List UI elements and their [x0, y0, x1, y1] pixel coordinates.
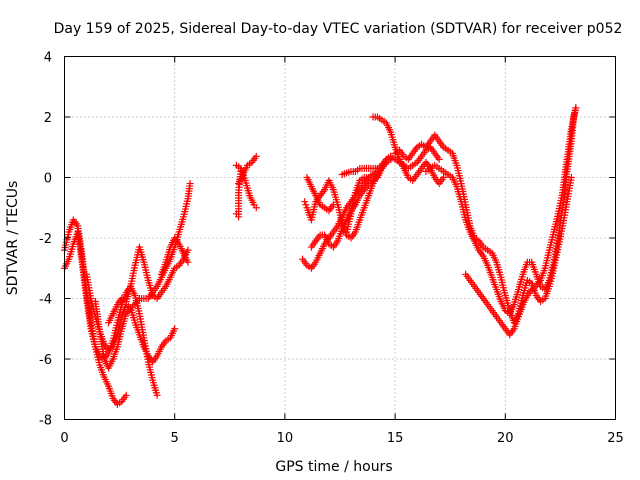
y-tick-label: -4	[39, 293, 52, 308]
data-point	[435, 155, 443, 163]
y-tick-label: -6	[39, 353, 52, 368]
y-tick-label: 0	[44, 172, 52, 187]
data-point	[184, 246, 192, 254]
x-tick-labels: 0 5 10 15 20 25	[60, 431, 623, 446]
chart-title: Day 159 of 2025, Sidereal Day-to-day VTE…	[54, 21, 623, 37]
x-tick-label: 10	[277, 431, 294, 446]
data-point	[301, 198, 309, 206]
y-tick-labels: -8 -6 -4 -2 0 2 4	[39, 51, 52, 429]
data-point	[252, 204, 260, 212]
data-point	[122, 391, 130, 399]
y-tick-label: -2	[39, 232, 52, 247]
data-point	[252, 152, 260, 160]
x-tick-label: 25	[607, 431, 624, 446]
grid-lines	[64, 56, 616, 420]
y-tick-label: 4	[44, 51, 52, 66]
data-points	[61, 104, 580, 408]
axis-ticks	[64, 56, 616, 420]
data-point	[567, 174, 575, 181]
x-tick-label: 5	[171, 431, 179, 446]
y-axis-label: SDTVAR / TECUs	[5, 181, 21, 296]
x-tick-label: 20	[497, 431, 514, 446]
data-point	[329, 201, 337, 209]
data-point	[153, 391, 161, 399]
data-point	[440, 174, 448, 181]
data-point	[302, 201, 310, 209]
data-point	[572, 104, 580, 112]
y-tick-label: 2	[44, 111, 52, 126]
data-point	[237, 167, 245, 175]
x-tick-label: 0	[60, 431, 68, 446]
data-point	[171, 325, 179, 333]
y-tick-label: -8	[39, 414, 52, 429]
x-axis-label: GPS time / hours	[275, 459, 392, 475]
data-point	[184, 258, 192, 266]
x-tick-label: 15	[387, 431, 404, 446]
data-point	[186, 180, 194, 188]
